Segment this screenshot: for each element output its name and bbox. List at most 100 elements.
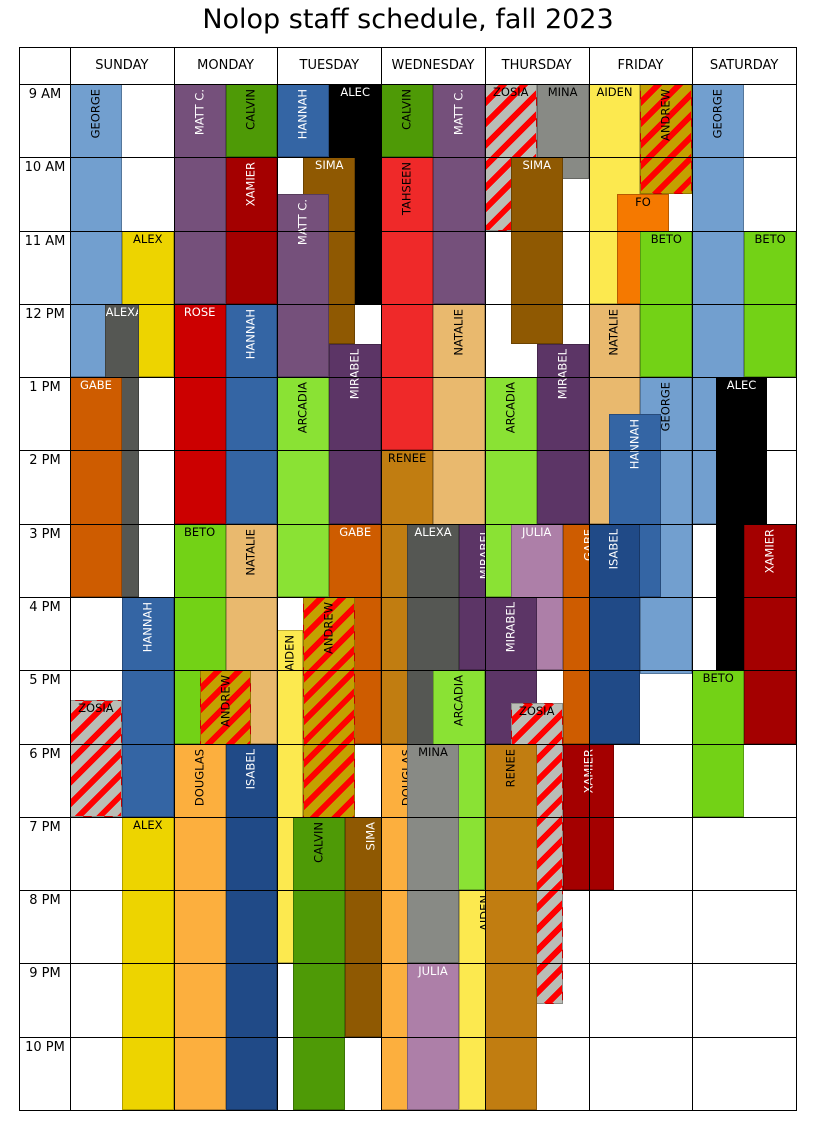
shift-label: MIRABEL (503, 602, 518, 653)
shift-label: MIRABEL (347, 349, 362, 400)
shift-label: SIMA (522, 158, 551, 173)
shift-block: MIRABEL (536, 344, 589, 524)
hour-label: 8 PM (29, 893, 61, 909)
hour-label: 6 PM (29, 746, 61, 762)
grid-hour-line (19, 524, 797, 525)
shift-label: ZOSIA (518, 704, 555, 719)
grid-hour-line (19, 231, 797, 232)
shift-label: GABE (79, 378, 112, 393)
day-header: MONDAY (197, 58, 254, 73)
shift-block: CALVIN (381, 84, 433, 158)
shift-label: GEORGE (710, 89, 725, 139)
shift-label: CALVIN (311, 821, 326, 863)
grid-hour-line (19, 670, 797, 671)
shift-block: MINA (407, 743, 459, 964)
shift-label: HANNAH (140, 602, 155, 653)
day-header: SATURDAY (709, 58, 779, 73)
shift-block: SIMA (510, 157, 563, 345)
grid-hour-line (19, 1037, 797, 1038)
shift-label: NATALIE (243, 528, 258, 576)
shift-block: ROSE (173, 303, 226, 524)
grid-hour-line (19, 817, 797, 818)
hour-label: 12 PM (25, 306, 65, 322)
shift-label: ALEC (340, 85, 370, 99)
shift-label: AIDEN (596, 85, 633, 99)
shift-block: HANNAH (121, 597, 174, 817)
shift-label: ARCADIA (451, 675, 466, 727)
shift-label: ALEXA (105, 304, 139, 319)
shift-block: TAHSEEN (381, 157, 433, 451)
shift-label: ARCADIA (503, 382, 518, 434)
shift-block: CALVIN (225, 84, 278, 158)
shift-label: MINA (418, 744, 448, 759)
shift-block: ARCADIA (277, 377, 330, 597)
shift-label: GEORGE (658, 382, 673, 432)
shift-label: HANNAH (243, 308, 258, 360)
grid-day-line (70, 47, 71, 1111)
grid-hour-line (19, 963, 797, 964)
shift-label: MATT C. (192, 89, 207, 136)
shift-block: MIRABEL (329, 344, 382, 524)
shift-label: XAMIER (243, 162, 258, 207)
shift-label: GEORGE (88, 89, 103, 139)
shift-label: CALVIN (399, 89, 414, 130)
grid-day-line (692, 47, 693, 1111)
shift-label: RENEE (387, 451, 427, 466)
hour-label: 5 PM (29, 673, 61, 689)
shift-label: ALEX (133, 231, 163, 246)
shift-label: BETO (754, 231, 786, 246)
grid-hour-line (19, 890, 797, 891)
day-header: SUNDAY (95, 58, 149, 73)
shift-label: SIMA (315, 158, 344, 173)
hour-label: 2 PM (29, 453, 61, 469)
shift-block: ISABEL (225, 743, 278, 1110)
shift-label: JULIA (418, 964, 448, 979)
shift-block: MATT C. (173, 84, 226, 304)
shift-label: ROSE (183, 304, 216, 319)
shift-label: ALEC (726, 378, 757, 393)
shift-block: DOUGLAS (173, 743, 226, 1110)
grid-day-line (485, 47, 486, 1111)
shift-label: BETO (650, 231, 682, 246)
shift-block: BETO (692, 670, 745, 817)
shift-label: ANDREW (218, 675, 233, 728)
shift-label: CALVIN (243, 89, 258, 130)
shift-label: MINA (547, 85, 578, 99)
shift-block: BETO (640, 230, 693, 378)
shift-block: RENEE (484, 743, 537, 1110)
shift-label: ARCADIA (295, 382, 310, 434)
grid-day-line (381, 47, 382, 1111)
grid-hour-line (19, 597, 797, 598)
grid-day-line (796, 47, 797, 1111)
grid-hour-line (19, 157, 797, 158)
shift-label: GABE (339, 524, 372, 539)
grid-hour-line (19, 450, 797, 451)
shift-label: ISABEL (243, 748, 258, 789)
hour-label: 9 PM (29, 966, 61, 982)
hour-label: 1 PM (29, 380, 61, 396)
shift-block: XAMIER (225, 157, 278, 304)
shift-label: BETO (702, 671, 734, 686)
shift-label: MATT C. (451, 89, 466, 136)
grid-header-line (19, 84, 797, 85)
shift-label: DOUGLAS (192, 748, 207, 806)
shift-label: ANDREW (658, 89, 673, 141)
shift-label: HANNAH (295, 89, 310, 140)
shift-block: HANNAH (277, 84, 330, 158)
day-header: FRIDAY (617, 58, 664, 73)
day-header: THURSDAY (501, 58, 572, 73)
grid-left-border (19, 47, 20, 1111)
grid-bottom-border (19, 1110, 797, 1111)
shift-label: ALEX (133, 817, 163, 832)
shift-label: AIDEN (282, 634, 297, 671)
page-title: Nolop staff schedule, fall 2023 (202, 4, 614, 35)
shift-block: XAMIER (562, 743, 615, 891)
day-header: WEDNESDAY (391, 58, 475, 73)
shift-block: ZOSIA (70, 699, 122, 817)
shift-label: MATT C. (295, 198, 310, 246)
grid-hour-line (19, 744, 797, 745)
shift-label: ISABEL (606, 528, 621, 570)
grid-day-line (174, 47, 175, 1111)
grid-top-border (19, 47, 797, 48)
